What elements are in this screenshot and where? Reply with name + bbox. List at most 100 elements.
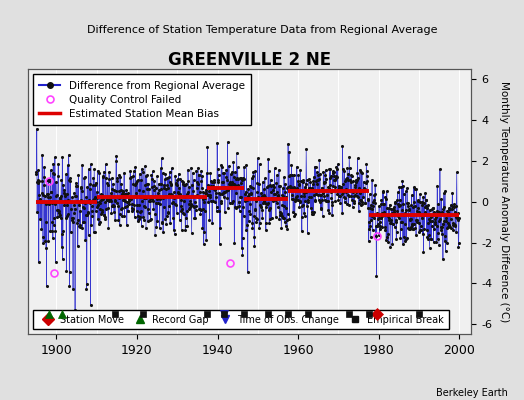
Point bbox=[66, 269, 74, 275]
Point bbox=[144, 180, 152, 187]
Point bbox=[375, 215, 383, 222]
Point bbox=[434, 201, 442, 207]
Point bbox=[326, 172, 335, 179]
Point bbox=[355, 208, 363, 214]
Point bbox=[343, 177, 352, 184]
Point bbox=[288, 172, 296, 178]
Point bbox=[188, 182, 196, 188]
Point bbox=[66, 178, 74, 184]
Point bbox=[51, 228, 59, 234]
Point bbox=[205, 188, 213, 194]
Point bbox=[343, 201, 351, 207]
Point bbox=[100, 212, 108, 218]
Point bbox=[36, 199, 44, 206]
Point bbox=[219, 190, 227, 197]
Point bbox=[406, 216, 414, 222]
Point bbox=[285, 216, 293, 222]
Point bbox=[189, 188, 197, 194]
Point bbox=[307, 194, 315, 200]
Point bbox=[221, 189, 230, 196]
Point bbox=[334, 161, 342, 167]
Point bbox=[340, 194, 348, 200]
Point bbox=[322, 176, 330, 182]
Point bbox=[74, 202, 83, 208]
Point bbox=[291, 211, 299, 217]
Point bbox=[356, 197, 364, 203]
Point bbox=[37, 226, 46, 232]
Point bbox=[351, 192, 359, 198]
Point bbox=[314, 196, 323, 203]
Point bbox=[348, 204, 357, 210]
Point bbox=[81, 200, 90, 206]
Point bbox=[351, 182, 359, 188]
Point bbox=[178, 178, 187, 184]
Point bbox=[194, 194, 203, 201]
Point bbox=[413, 207, 422, 214]
Point bbox=[102, 161, 110, 167]
Point bbox=[335, 185, 344, 192]
Point bbox=[322, 198, 331, 204]
Point bbox=[344, 192, 352, 198]
Point bbox=[172, 182, 181, 188]
Point bbox=[372, 233, 380, 239]
Point bbox=[196, 206, 204, 212]
Point bbox=[143, 172, 151, 179]
Point bbox=[161, 216, 169, 222]
Point bbox=[298, 179, 307, 185]
Point bbox=[422, 203, 431, 209]
Point bbox=[214, 179, 222, 186]
Point bbox=[220, 170, 228, 176]
Point bbox=[415, 229, 423, 235]
Point bbox=[107, 190, 115, 197]
Point bbox=[108, 203, 116, 210]
Point bbox=[403, 199, 412, 206]
Point bbox=[43, 193, 52, 200]
Point bbox=[162, 186, 171, 192]
Point bbox=[69, 214, 78, 221]
Point bbox=[348, 188, 357, 195]
Point bbox=[165, 174, 173, 180]
Point bbox=[176, 216, 184, 223]
Point bbox=[113, 174, 121, 181]
Point bbox=[252, 219, 260, 225]
Point bbox=[177, 208, 185, 214]
Point bbox=[443, 208, 452, 214]
Point bbox=[290, 213, 299, 219]
Point bbox=[320, 193, 329, 199]
Point bbox=[240, 176, 248, 182]
Point bbox=[126, 175, 135, 182]
Point bbox=[420, 212, 428, 218]
Point bbox=[368, 213, 377, 220]
Point bbox=[167, 180, 175, 187]
Point bbox=[353, 177, 361, 184]
Point bbox=[353, 193, 361, 200]
Point bbox=[64, 152, 73, 158]
Point bbox=[332, 175, 340, 181]
Point bbox=[453, 169, 461, 176]
Point bbox=[50, 200, 59, 207]
Point bbox=[324, 184, 333, 191]
Point bbox=[178, 206, 186, 212]
Point bbox=[331, 184, 340, 191]
Point bbox=[117, 181, 126, 187]
Point bbox=[451, 222, 459, 229]
Point bbox=[398, 178, 407, 185]
Point bbox=[255, 224, 264, 231]
Point bbox=[316, 205, 325, 212]
Point bbox=[147, 193, 155, 199]
Point bbox=[252, 206, 260, 213]
Point bbox=[44, 238, 52, 244]
Point bbox=[79, 198, 87, 205]
Point bbox=[451, 222, 460, 228]
Point bbox=[70, 202, 78, 208]
Point bbox=[142, 195, 150, 202]
Point bbox=[132, 190, 140, 196]
Point bbox=[277, 211, 285, 217]
Point bbox=[238, 235, 247, 242]
Point bbox=[387, 206, 396, 212]
Point bbox=[279, 203, 288, 209]
Point bbox=[164, 209, 172, 215]
Point bbox=[376, 226, 385, 232]
Point bbox=[287, 162, 296, 168]
Point bbox=[50, 222, 58, 228]
